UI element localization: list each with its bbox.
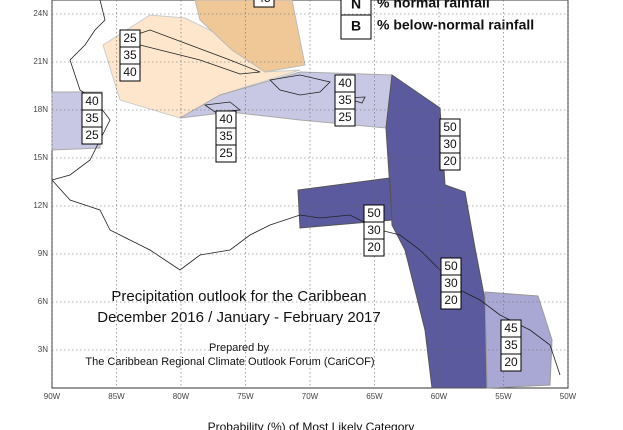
coastline	[269, 74, 331, 96]
probability-value: 30	[443, 137, 457, 151]
probability-box	[253, 0, 275, 8]
lat-label: 21N	[33, 57, 48, 66]
lon-label: 50W	[560, 392, 577, 401]
probability-value: 40	[123, 65, 137, 79]
legend-label: % normal rainfall	[377, 0, 490, 11]
probability-value: 20	[367, 240, 381, 254]
probability-value: 35	[338, 93, 352, 107]
lon-label: 90W	[44, 392, 61, 401]
lat-label: 6N	[38, 297, 48, 306]
region-shape	[194, 0, 306, 73]
lon-label: 70W	[302, 392, 319, 401]
probability-value: 50	[367, 206, 381, 220]
lat-label: 24N	[33, 9, 48, 18]
probability-value: 25	[338, 110, 352, 124]
lat-label: 3N	[38, 345, 48, 354]
map-title: Precipitation outlook for the Caribbean	[111, 288, 366, 305]
axis-title: Probability (%) of Most Likely Category	[208, 420, 415, 430]
lon-label: 80W	[173, 392, 190, 401]
lat-label: 18N	[33, 105, 48, 114]
credit: The Caribbean Regional Climate Outlook F…	[85, 356, 374, 368]
probability-value: 25	[85, 128, 99, 142]
probability-value: 40	[85, 94, 99, 108]
probability-value: 45	[257, 0, 271, 5]
probability-box	[215, 144, 237, 163]
legend-key: B	[351, 18, 361, 34]
map-subtitle: December 2016 / January - February 2017	[97, 309, 380, 326]
probability-box	[439, 152, 461, 171]
probability-value: 35	[123, 48, 137, 62]
lat-label: 15N	[33, 153, 48, 162]
probability-value: 20	[444, 293, 458, 307]
lat-label: 12N	[33, 201, 48, 210]
probability-box	[440, 291, 462, 310]
probability-value: 20	[443, 154, 457, 168]
legend-box	[340, 14, 372, 40]
lon-label: 55W	[495, 392, 512, 401]
probability-value: 40	[219, 112, 233, 126]
legend-key: N	[351, 0, 361, 12]
probability-value: 45	[504, 321, 518, 335]
prepared-by: Prepared by	[209, 342, 269, 354]
probability-box	[500, 353, 522, 372]
region-shape	[102, 14, 301, 119]
probability-box	[81, 126, 103, 145]
lat-label: 9N	[38, 249, 48, 258]
coastline	[51, 179, 561, 376]
probability-value: 40	[338, 76, 352, 90]
probability-box	[363, 238, 385, 257]
probability-box	[119, 63, 141, 82]
probability-value: 30	[444, 276, 458, 290]
probability-value: 50	[444, 259, 458, 273]
probability-value: 50	[443, 120, 457, 134]
lon-label: 85W	[108, 392, 125, 401]
lon-label: 75W	[237, 392, 254, 401]
lon-label: 60W	[431, 392, 448, 401]
lon-label: 65W	[366, 392, 383, 401]
legend: N % normal rainfall B % below-normal rai…	[340, 0, 534, 40]
probability-value: 35	[504, 338, 518, 352]
probability-value: 25	[123, 31, 137, 45]
legend-label: % below-normal rainfall	[377, 17, 534, 33]
probability-value: 25	[219, 146, 233, 160]
probability-value: 35	[219, 129, 233, 143]
probability-box	[334, 108, 356, 127]
coastline	[118, 29, 261, 75]
probability-value: 20	[504, 355, 518, 369]
probability-value: 30	[367, 223, 381, 237]
probability-value: 35	[85, 111, 99, 125]
